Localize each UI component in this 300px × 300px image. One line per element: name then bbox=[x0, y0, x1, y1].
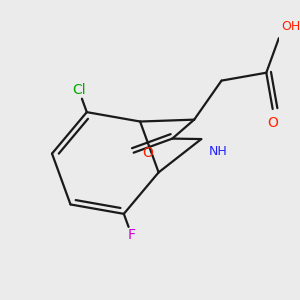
Text: F: F bbox=[128, 228, 136, 242]
Text: NH: NH bbox=[208, 145, 227, 158]
Text: O: O bbox=[142, 146, 153, 160]
Text: O: O bbox=[267, 116, 278, 130]
Text: Cl: Cl bbox=[72, 83, 86, 97]
Text: OH: OH bbox=[281, 20, 300, 32]
